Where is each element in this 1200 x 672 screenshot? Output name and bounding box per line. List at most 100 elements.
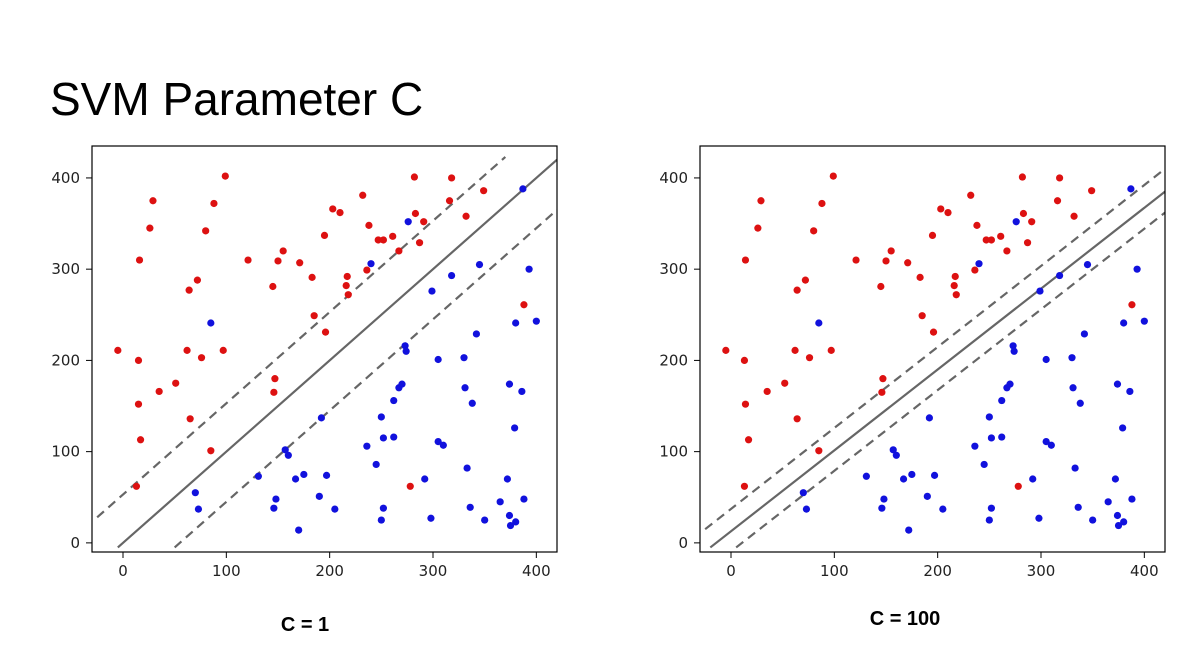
blue-point (390, 433, 398, 441)
blue-point (1009, 342, 1017, 350)
red-point (395, 247, 403, 255)
blue-point (998, 433, 1006, 441)
blue-point (463, 464, 471, 472)
red-point (818, 199, 826, 208)
x-tick-label: 200 (315, 562, 344, 580)
blue-point (1035, 514, 1043, 522)
red-point (379, 236, 387, 244)
blue-point (878, 504, 886, 512)
red-point (134, 400, 143, 408)
red-point (944, 209, 952, 217)
blue-point (520, 495, 528, 503)
blue-point (404, 218, 412, 226)
blue-point (377, 413, 385, 421)
blue-point (519, 185, 527, 193)
red-point (882, 257, 890, 265)
blue-point (1042, 355, 1050, 364)
blue-point (377, 516, 385, 524)
x-tick-label: 400 (1130, 562, 1159, 580)
blue-point (1089, 516, 1097, 524)
blue-point (496, 498, 504, 506)
red-point (132, 482, 141, 490)
red-point (754, 224, 762, 232)
blue-point (1114, 521, 1123, 530)
red-point (1070, 212, 1078, 220)
red-point (411, 209, 420, 218)
margin-upper-line (96, 156, 507, 519)
red-point (308, 273, 316, 281)
red-point (997, 232, 1005, 240)
blue-point (905, 526, 913, 534)
blue-point (505, 380, 514, 388)
red-point (829, 172, 837, 180)
red-point (406, 482, 414, 490)
x-tick-label: 400 (522, 562, 551, 580)
chart-caption-c100: C = 100 (869, 608, 941, 630)
y-tick-label: 400 (659, 169, 688, 187)
blue-point (372, 460, 380, 469)
blue-point (862, 472, 870, 480)
blue-point (367, 260, 375, 268)
red-point (805, 354, 814, 362)
blue-point (291, 475, 300, 483)
blue-point (880, 495, 888, 503)
blue-point (512, 319, 520, 327)
blue-point (1074, 503, 1082, 511)
blue-point (998, 396, 1006, 405)
blue-point (532, 317, 540, 325)
red-point (363, 266, 371, 274)
decision-boundary-line (117, 158, 557, 549)
plot-frame (699, 145, 1166, 553)
x-tick-label: 0 (118, 562, 128, 580)
red-point (136, 436, 145, 444)
boundary-lines (704, 167, 1165, 549)
blue-point (284, 451, 292, 459)
red-point (918, 312, 926, 320)
blue-point (427, 514, 435, 522)
red-point (221, 172, 229, 180)
x-tick-label: 100 (820, 562, 849, 580)
blue-point (401, 342, 409, 350)
blue-point (475, 261, 484, 269)
margin-lower-line (735, 211, 1165, 549)
blue-point (899, 475, 908, 483)
blue-point (315, 492, 323, 500)
blue-point (461, 384, 469, 392)
blue-point (1127, 185, 1135, 193)
red-point (929, 328, 938, 336)
red-point (134, 356, 143, 365)
blue-point (985, 413, 993, 421)
red-point (877, 282, 885, 291)
red-point (763, 387, 771, 396)
red-point (827, 346, 835, 354)
blue-point (1113, 380, 1122, 388)
blue-point (925, 414, 933, 422)
x-tick-label: 0 (726, 562, 736, 580)
red-point (329, 205, 337, 213)
blue-point (505, 511, 514, 520)
blue-point (363, 442, 371, 450)
x-tick-label: 300 (419, 562, 448, 580)
red-point (365, 221, 373, 229)
scatter-plot-c100: 0 100 200 300 400 0 100 200 300 400 (659, 145, 1166, 580)
red-point (186, 415, 194, 423)
blue-point (207, 319, 215, 327)
blue-point (270, 504, 278, 512)
red-point (410, 173, 418, 181)
x-tick-label: 300 (1027, 562, 1056, 580)
red-point (342, 281, 350, 290)
red-point (1128, 301, 1136, 309)
blue-point (331, 505, 339, 513)
blue-point (1140, 317, 1148, 325)
red-point (344, 291, 352, 299)
red-point (420, 218, 428, 226)
blue-point (1128, 495, 1136, 503)
red-point (801, 276, 809, 284)
red-point (781, 379, 789, 387)
red-point (185, 286, 193, 294)
blue-point (428, 287, 436, 295)
data-points (722, 172, 1148, 534)
y-tick-label: 300 (659, 260, 688, 278)
red-point (415, 239, 424, 247)
red-point (389, 232, 397, 240)
